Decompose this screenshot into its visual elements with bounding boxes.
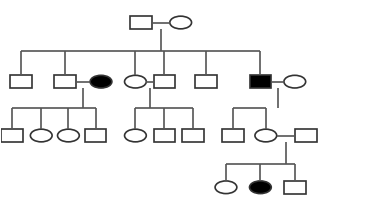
Bar <box>85 129 107 142</box>
Circle shape <box>255 129 277 142</box>
Circle shape <box>215 181 237 194</box>
Circle shape <box>30 129 52 142</box>
Bar <box>195 75 217 88</box>
Bar <box>130 16 152 29</box>
Circle shape <box>124 75 146 88</box>
Bar <box>11 75 32 88</box>
Bar <box>222 129 244 142</box>
Bar <box>154 129 175 142</box>
Circle shape <box>90 75 112 88</box>
Circle shape <box>250 181 271 194</box>
Bar <box>1 129 23 142</box>
Bar <box>182 129 204 142</box>
Circle shape <box>284 75 306 88</box>
Bar <box>295 129 316 142</box>
Bar <box>154 75 175 88</box>
Bar <box>54 75 76 88</box>
Circle shape <box>58 129 79 142</box>
Circle shape <box>124 129 146 142</box>
Bar <box>284 181 306 194</box>
Bar <box>250 75 271 88</box>
Circle shape <box>170 16 192 29</box>
